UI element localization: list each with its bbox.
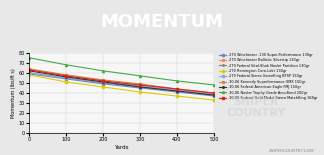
- Y-axis label: Momentum (lbs/ft s): Momentum (lbs/ft s): [11, 68, 16, 118]
- .30-06 Kennedy Superformance GMX 150gr: [175, 88, 179, 90]
- .270 Remington Core-Lokt 130gr: [27, 74, 31, 76]
- .30-06 Federal Gold Medal Sierra MatchKing 168gr: [101, 80, 105, 82]
- .30-06 Nosler Trophy Grade AccuBond 200gr: [212, 84, 216, 86]
- .30-06 Federal American Eagle FMJ 150gr: [138, 86, 142, 88]
- .30-06 Kennedy Superformance GMX 150gr: [64, 74, 68, 76]
- .30-06 Federal American Eagle FMJ 150gr: [27, 70, 31, 72]
- .270 Federal Sierra GameKing BTSP 150gr: [101, 81, 105, 83]
- .30-06 Federal Gold Medal Sierra MatchKing 168gr: [64, 75, 68, 77]
- .30-06 Federal American Eagle FMJ 150gr: [212, 94, 216, 96]
- .270 Remington Core-Lokt 130gr: [138, 91, 142, 93]
- .30-06 Federal Gold Medal Sierra MatchKing 168gr: [138, 84, 142, 86]
- Line: .270 Winchester .130 Super-Performance 130gr: .270 Winchester .130 Super-Performance 1…: [28, 73, 215, 97]
- .30-06 Federal Gold Medal Sierra MatchKing 168gr: [175, 88, 179, 90]
- .30-06 Nosler Trophy Grade AccuBond 200gr: [64, 64, 68, 66]
- Text: MOMENTUM: MOMENTUM: [100, 13, 224, 31]
- .270 Federal Sierra GameKing BTSP 150gr: [175, 89, 179, 91]
- .270 Federal Vital-Shok Nosler Partition 130gr: [27, 72, 31, 74]
- .270 Remington Core-Lokt 130gr: [101, 86, 105, 88]
- .270 Winchester Ballistic Silvertip 130gr: [101, 80, 105, 82]
- .270 Winchester Ballistic Silvertip 130gr: [212, 93, 216, 95]
- .30-06 Federal Gold Medal Sierra MatchKing 168gr: [27, 69, 31, 71]
- .270 Winchester Ballistic Silvertip 130gr: [64, 75, 68, 77]
- .270 Federal Vital-Shok Nosler Partition 130gr: [138, 86, 142, 88]
- Line: .30-06 Nosler Trophy Grade AccuBond 200gr: .30-06 Nosler Trophy Grade AccuBond 200g…: [28, 57, 215, 86]
- .270 Winchester .130 Super-Performance 130gr: [27, 73, 31, 75]
- .270 Federal Sierra GameKing BTSP 150gr: [138, 85, 142, 87]
- .270 Winchester .130 Super-Performance 130gr: [212, 95, 216, 97]
- .30-06 Nosler Trophy Grade AccuBond 200gr: [138, 75, 142, 77]
- .30-06 Kennedy Superformance GMX 150gr: [27, 68, 31, 70]
- .270 Federal Sierra GameKing BTSP 150gr: [212, 93, 216, 95]
- Text: SNIPERCOUNTRY.COM: SNIPERCOUNTRY.COM: [269, 149, 314, 153]
- .30-06 Federal Gold Medal Sierra MatchKing 168gr: [212, 92, 216, 94]
- .30-06 Kennedy Superformance GMX 150gr: [212, 92, 216, 94]
- .30-06 Federal American Eagle FMJ 150gr: [64, 76, 68, 78]
- .30-06 Nosler Trophy Grade AccuBond 200gr: [101, 70, 105, 72]
- Line: .270 Winchester Ballistic Silvertip 130gr: .270 Winchester Ballistic Silvertip 130g…: [28, 69, 215, 95]
- .270 Winchester .130 Super-Performance 130gr: [175, 91, 179, 93]
- .270 Federal Sierra GameKing BTSP 150gr: [64, 77, 68, 79]
- Line: .30-06 Kennedy Superformance GMX 150gr: .30-06 Kennedy Superformance GMX 150gr: [28, 68, 215, 94]
- Line: .30-06 Federal Gold Medal Sierra MatchKing 168gr: .30-06 Federal Gold Medal Sierra MatchKi…: [28, 69, 215, 94]
- .270 Winchester .130 Super-Performance 130gr: [138, 87, 142, 89]
- .30-06 Nosler Trophy Grade AccuBond 200gr: [175, 80, 179, 82]
- Legend: .270 Winchester .130 Super-Performance 130gr, .270 Winchester Ballistic Silverti: .270 Winchester .130 Super-Performance 1…: [219, 53, 318, 100]
- .30-06 Kennedy Superformance GMX 150gr: [138, 83, 142, 85]
- .30-06 Kennedy Superformance GMX 150gr: [101, 79, 105, 81]
- Line: .270 Federal Sierra GameKing BTSP 150gr: .270 Federal Sierra GameKing BTSP 150gr: [28, 72, 215, 95]
- .270 Winchester Ballistic Silvertip 130gr: [138, 85, 142, 87]
- .270 Remington Core-Lokt 130gr: [175, 95, 179, 97]
- .270 Federal Vital-Shok Nosler Partition 130gr: [212, 94, 216, 96]
- .270 Federal Vital-Shok Nosler Partition 130gr: [101, 82, 105, 84]
- .270 Winchester .130 Super-Performance 130gr: [101, 83, 105, 85]
- .270 Winchester Ballistic Silvertip 130gr: [175, 89, 179, 91]
- .270 Winchester Ballistic Silvertip 130gr: [27, 69, 31, 71]
- .30-06 Federal American Eagle FMJ 150gr: [175, 90, 179, 92]
- .30-06 Federal American Eagle FMJ 150gr: [101, 81, 105, 83]
- Line: .270 Federal Vital-Shok Nosler Partition 130gr: .270 Federal Vital-Shok Nosler Partition…: [28, 72, 215, 96]
- .270 Federal Vital-Shok Nosler Partition 130gr: [175, 90, 179, 92]
- Text: SNIPER
COUNTRY: SNIPER COUNTRY: [226, 97, 286, 118]
- .30-06 Nosler Trophy Grade AccuBond 200gr: [27, 57, 31, 59]
- .270 Remington Core-Lokt 130gr: [212, 99, 216, 101]
- X-axis label: Yards: Yards: [114, 145, 129, 150]
- .270 Winchester .130 Super-Performance 130gr: [64, 78, 68, 80]
- .270 Federal Sierra GameKing BTSP 150gr: [27, 72, 31, 74]
- Line: .30-06 Federal American Eagle FMJ 150gr: .30-06 Federal American Eagle FMJ 150gr: [28, 70, 215, 96]
- Line: .270 Remington Core-Lokt 130gr: .270 Remington Core-Lokt 130gr: [28, 74, 215, 101]
- .270 Remington Core-Lokt 130gr: [64, 81, 68, 83]
- .270 Federal Vital-Shok Nosler Partition 130gr: [64, 77, 68, 79]
